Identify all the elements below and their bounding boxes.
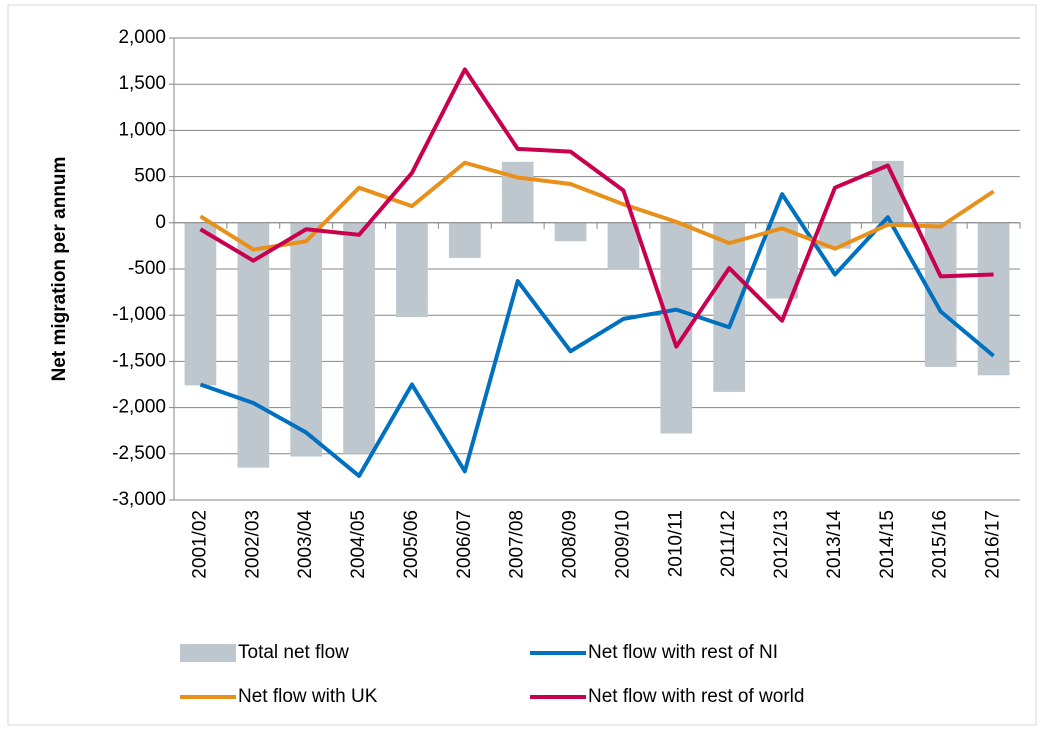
bar (766, 222, 798, 299)
y-tick-label: 1,500 (118, 73, 166, 94)
bar (237, 222, 270, 468)
bar (184, 222, 217, 386)
x-tick-label: 2002/03 (242, 510, 263, 579)
legend-swatch (180, 644, 236, 662)
legend-label: Net flow with rest of world (588, 686, 804, 707)
x-tick-label: 2009/10 (612, 510, 633, 579)
bar (977, 222, 1010, 376)
x-tick-label: 2015/16 (930, 510, 951, 579)
bar (713, 222, 746, 392)
chart-border (7, 4, 1037, 726)
bar (501, 161, 534, 223)
x-tick-label: 2004/05 (348, 510, 369, 579)
y-tick-label: 0 (155, 212, 166, 233)
bar (396, 222, 428, 318)
bar (448, 222, 481, 258)
y-tick-label: -500 (128, 258, 166, 279)
y-tick-label: -2,000 (112, 397, 166, 418)
x-tick-label: 2016/17 (983, 510, 1004, 579)
x-tick-label: 2001/02 (189, 510, 210, 579)
y-tick-label: -1,000 (112, 304, 166, 325)
y-tick-label: 500 (134, 166, 166, 187)
line (199, 160, 995, 252)
line (199, 67, 994, 349)
x-tick-label: 2003/04 (295, 510, 316, 579)
bar (554, 222, 587, 242)
bar (607, 222, 640, 270)
x-tick-label: 2014/15 (877, 510, 898, 579)
line (199, 192, 995, 478)
y-tick-label: -2,500 (112, 443, 166, 464)
x-tick-label: 2013/14 (824, 510, 845, 579)
y-tick-label: -1,500 (112, 350, 166, 371)
y-axis-title: Net migration per annum (49, 157, 70, 382)
bar (290, 222, 323, 457)
x-tick-label: 2006/07 (454, 510, 475, 579)
legend-label: Net flow with UK (238, 686, 378, 707)
y-tick-label: 1,000 (118, 119, 166, 140)
x-tick-label: 2005/06 (401, 510, 422, 579)
legend-label: Net flow with rest of NI (588, 642, 778, 663)
y-tick-label: -3,000 (112, 489, 166, 510)
y-tick-label: 2,000 (118, 27, 166, 48)
x-tick-label: 2007/08 (507, 510, 528, 579)
legend-label: Total net flow (238, 642, 349, 663)
bar (343, 222, 375, 454)
x-tick-label: 2008/09 (560, 510, 581, 579)
x-tick-label: 2011/12 (718, 510, 739, 577)
x-tick-label: 2010/11 (665, 510, 686, 577)
x-tick-label: 2012/13 (771, 510, 792, 579)
